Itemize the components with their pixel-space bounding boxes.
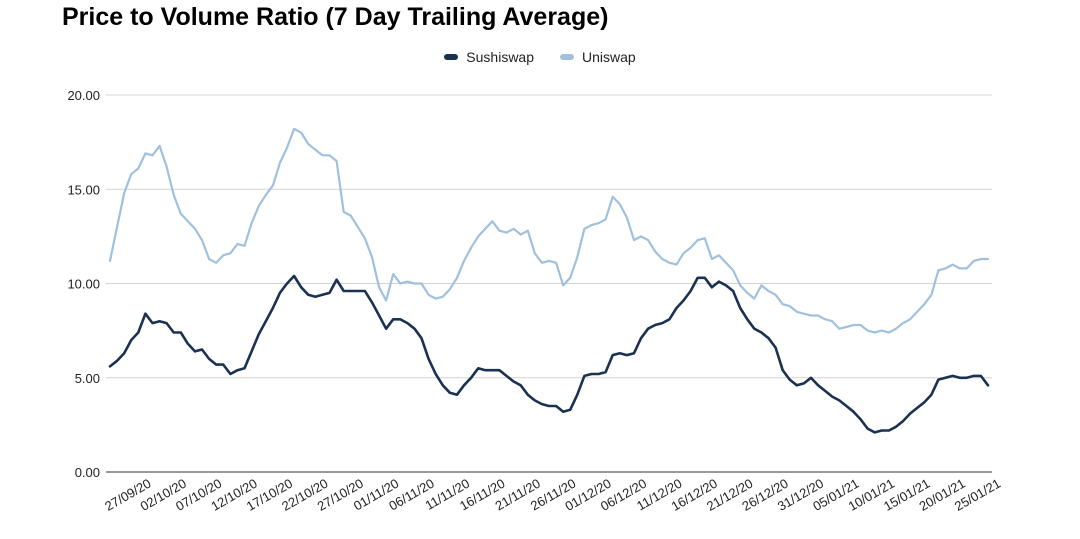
series-line-uniswap [108, 127, 990, 334]
y-tick-label: 15.00 [67, 182, 100, 197]
legend-item-sushiswap[interactable]: Sushiswap [444, 49, 534, 65]
y-tick-label: 10.00 [67, 277, 100, 292]
legend-label-uniswap: Uniswap [582, 49, 636, 65]
chart-title: Price to Volume Ratio (7 Day Trailing Av… [62, 3, 609, 31]
y-tick-label: 5.00 [75, 371, 100, 386]
legend: Sushiswap Uniswap [0, 49, 1080, 65]
legend-swatch-uniswap [560, 54, 574, 60]
y-tick-label: 0.00 [75, 465, 100, 480]
legend-item-uniswap[interactable]: Uniswap [560, 49, 636, 65]
legend-swatch-sushiswap [444, 54, 459, 60]
series-line-sushiswap [108, 274, 990, 434]
y-tick-label: 20.00 [67, 88, 100, 103]
legend-label-sushiswap: Sushiswap [466, 49, 534, 65]
